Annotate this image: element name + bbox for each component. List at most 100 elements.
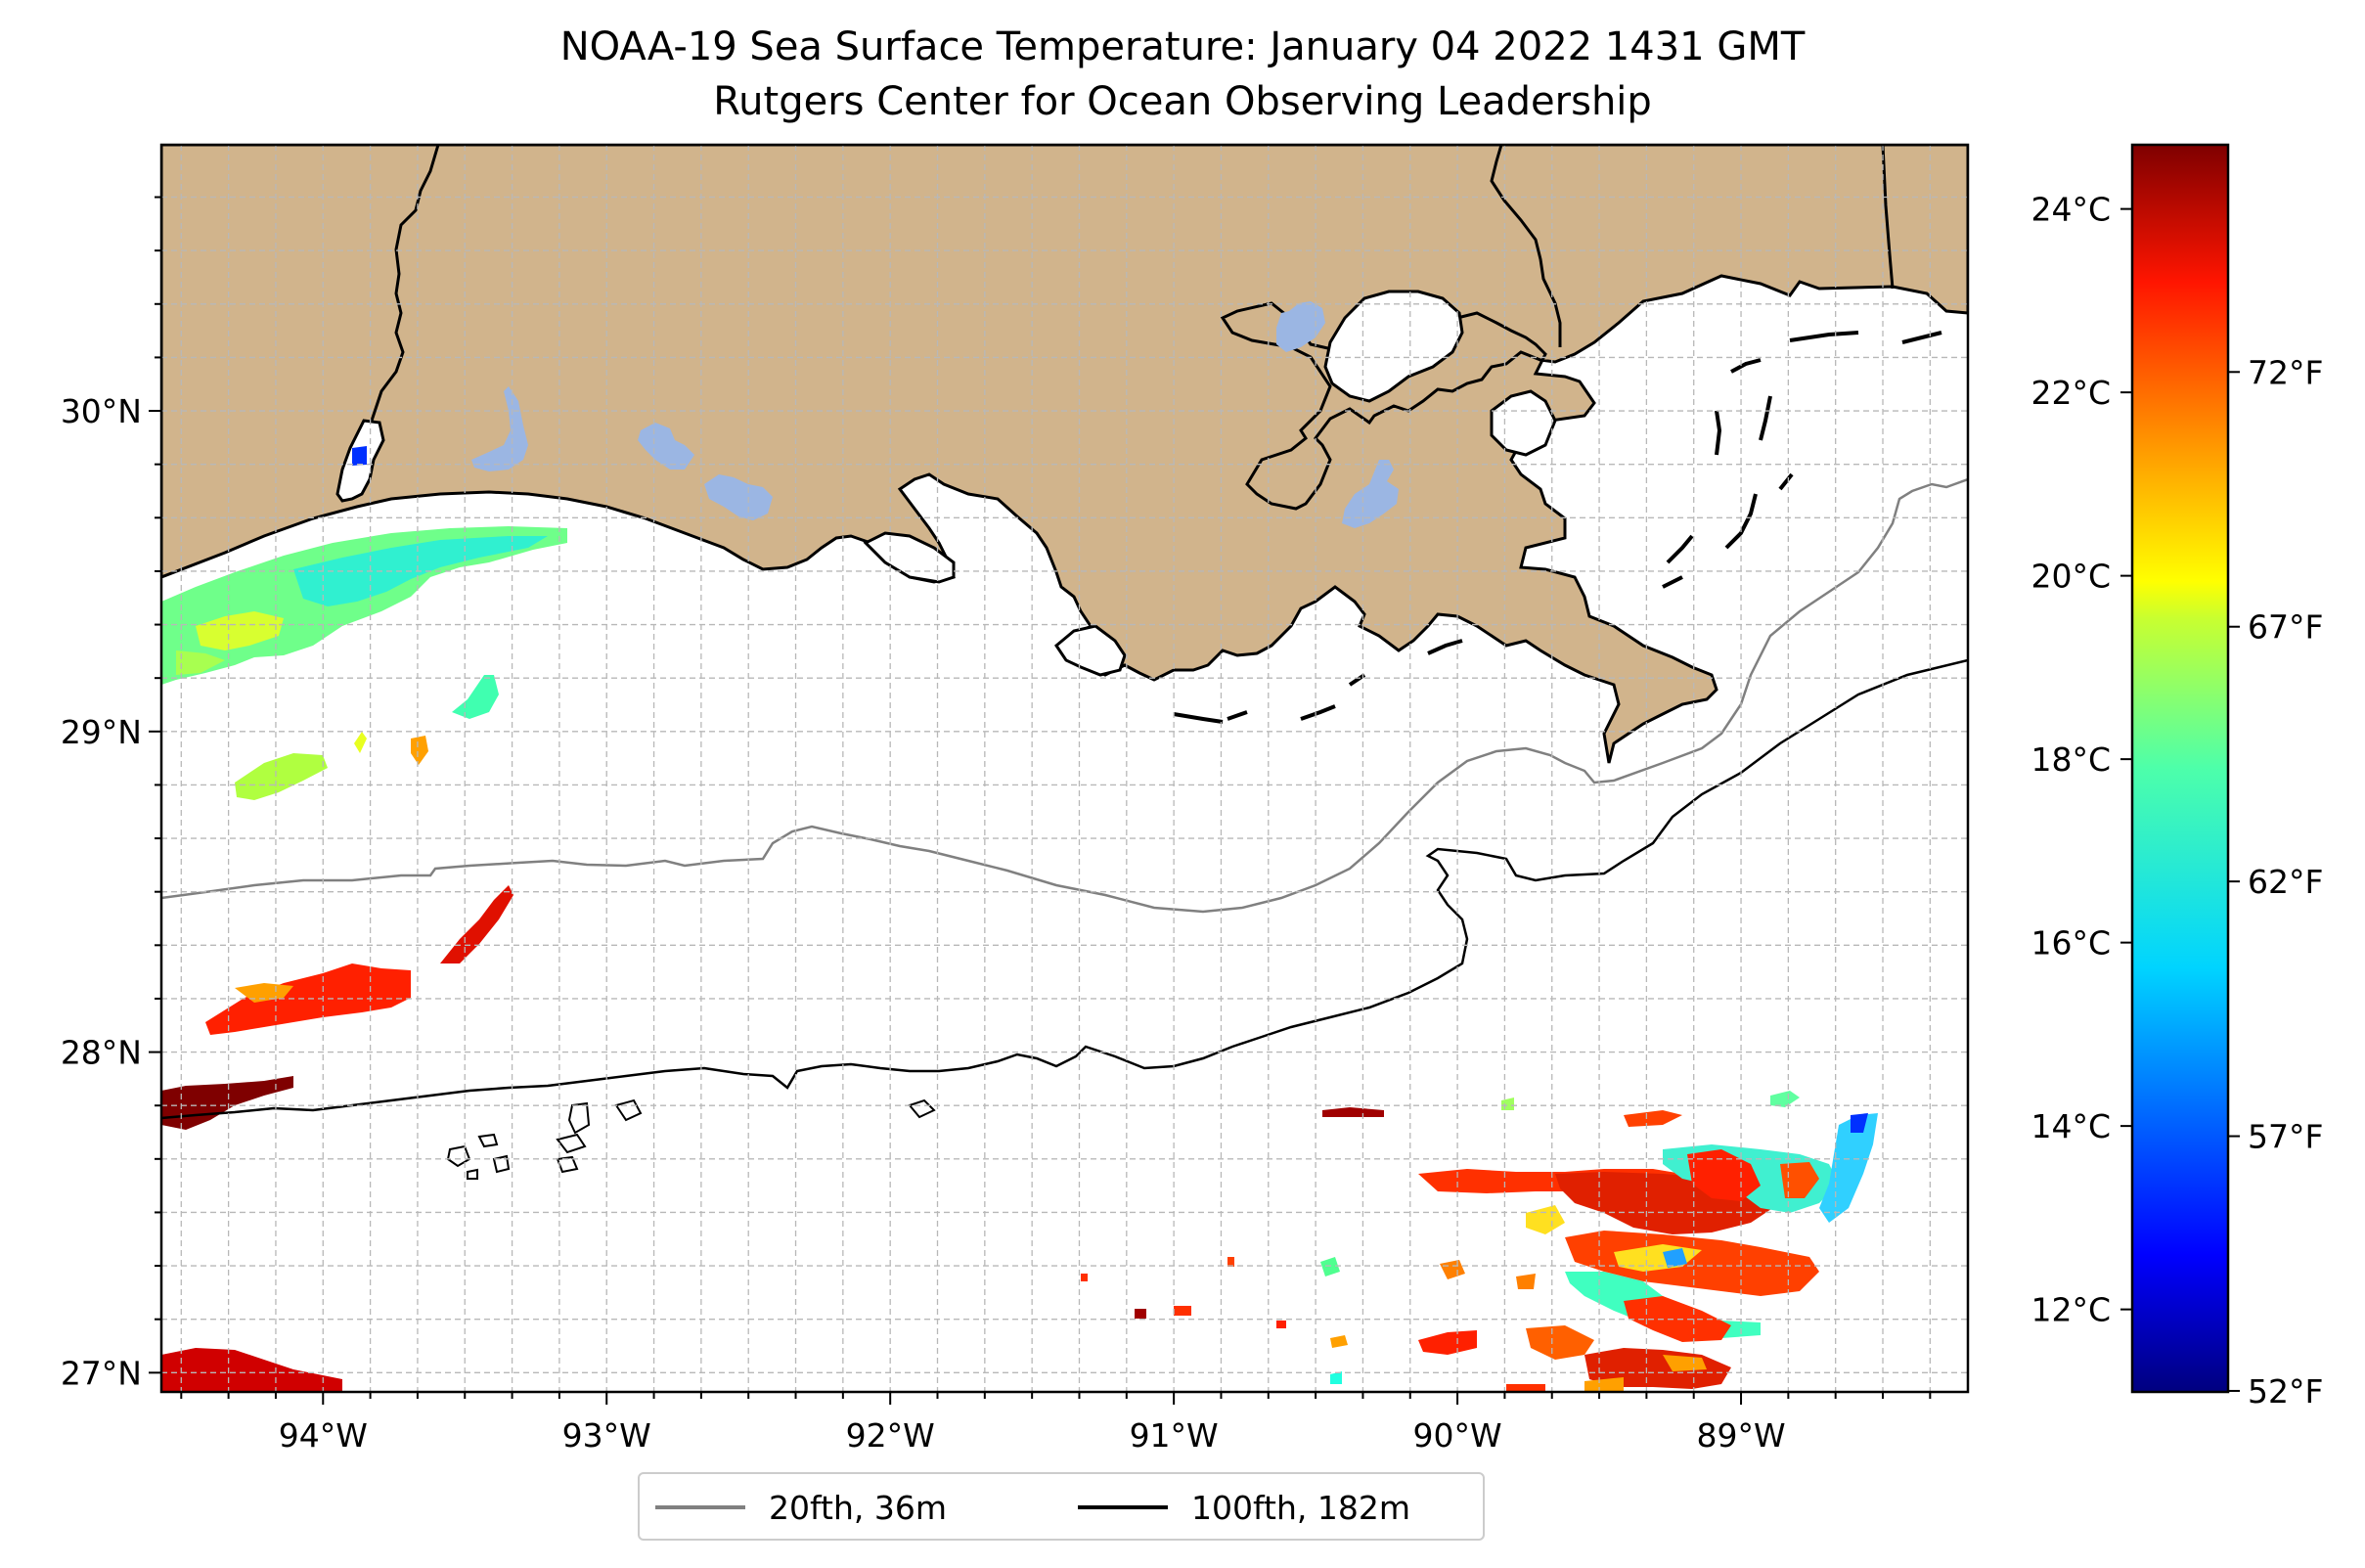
sst-patch <box>1330 1335 1348 1348</box>
legend: 20fth, 36m 100fth, 182m <box>638 1472 1485 1541</box>
contour <box>567 1101 591 1135</box>
louisiana-mississippi-border <box>1490 145 1562 347</box>
lake-borgne <box>1490 389 1557 457</box>
celsius-tick-label: 18°C <box>2030 740 2111 779</box>
sst-patch <box>1565 1231 1819 1296</box>
island <box>1778 472 1794 491</box>
sst-patch <box>1819 1113 1878 1223</box>
sst-patch <box>1322 1107 1384 1117</box>
estuaries <box>335 290 1557 677</box>
isobath-20fth <box>161 477 1968 914</box>
atchafalaya-bay <box>1054 624 1127 677</box>
chart-title: NOAA-19 Sea Surface Temperature: January… <box>559 24 1806 69</box>
lat-tick-label: 29°N <box>61 713 142 751</box>
fahrenheit-tick-label: 52°F <box>2248 1372 2323 1411</box>
lon-tick-label: 89°W <box>1696 1416 1785 1455</box>
sst-patch <box>235 753 328 800</box>
colorbar-celsius-axis: 24°C 22°C 20°C 18°C 16°C 14°C 12°C <box>2030 191 2132 1329</box>
sst-patch <box>1320 1257 1340 1277</box>
island <box>1715 410 1722 456</box>
sst-patch <box>1687 1149 1761 1201</box>
contour <box>614 1098 643 1122</box>
island <box>1901 331 1942 344</box>
sst-patch <box>1770 1091 1800 1107</box>
map-frame <box>159 143 1970 1394</box>
sst-patch <box>1227 1257 1234 1267</box>
fahrenheit-tick-label: 62°F <box>2248 863 2323 901</box>
island <box>1724 493 1758 550</box>
sst-patch <box>1624 1110 1682 1127</box>
isobath-100fth <box>161 658 1968 1120</box>
lon-tick-label: 92°W <box>846 1416 935 1455</box>
lon-tick-label: 94°W <box>279 1416 368 1455</box>
celsius-tick-label: 16°C <box>2030 924 2111 963</box>
sst-patch <box>196 611 284 650</box>
longitude-axis: 94°W 93°W 92°W 91°W 90°W 89°W <box>180 1392 1932 1455</box>
state-borders <box>370 145 1895 422</box>
lon-tick-label: 90°W <box>1413 1416 1502 1455</box>
lat-tick-label: 28°N <box>61 1034 142 1072</box>
sst-patch <box>1418 1330 1477 1355</box>
contour <box>908 1098 936 1119</box>
island <box>1427 639 1463 655</box>
sst-patch <box>1584 1377 1624 1392</box>
contour <box>556 1133 587 1154</box>
legend-line-gray <box>655 1505 745 1509</box>
legend-item-100fth: 100fth, 182m <box>1078 1486 1410 1529</box>
contour <box>477 1133 499 1148</box>
fahrenheit-tick-label: 67°F <box>2248 608 2323 647</box>
lake <box>638 423 694 470</box>
celsius-tick-label: 12°C <box>2030 1291 2111 1329</box>
island <box>1348 673 1366 687</box>
sst-patch <box>1526 1325 1594 1360</box>
mississippi-alabama-border <box>1881 145 1895 290</box>
lakes <box>471 301 1399 528</box>
sst-patch <box>1851 1113 1868 1133</box>
isobath-small-contours <box>446 1098 936 1180</box>
island <box>1730 358 1762 374</box>
colorbar-fahrenheit-axis: 72°F 67°F 62°F 57°F 52°F <box>2228 353 2323 1411</box>
sst-patches <box>161 446 1878 1392</box>
map-content <box>161 145 1968 1392</box>
island <box>1227 710 1248 721</box>
lon-tick-label: 93°W <box>562 1416 651 1455</box>
contour <box>467 1168 478 1180</box>
contour <box>446 1144 471 1168</box>
lat-tick-label: 30°N <box>61 392 142 430</box>
sst-patch <box>452 675 499 719</box>
latitude-axis: 30°N 29°N 28°N 27°N <box>61 196 161 1392</box>
vermilion-bay <box>863 531 956 584</box>
sst-patch <box>1081 1274 1088 1281</box>
lon-tick-label: 91°W <box>1130 1416 1219 1455</box>
texas-louisiana-border <box>370 145 440 422</box>
sst-patch <box>1135 1309 1146 1319</box>
sst-patch <box>352 446 367 466</box>
sst-patch <box>411 736 428 765</box>
sst-patch <box>235 983 293 1003</box>
island <box>1666 534 1694 564</box>
sst-patch <box>1276 1321 1286 1328</box>
sst-patch <box>354 732 367 753</box>
island <box>1789 331 1859 342</box>
celsius-tick-label: 24°C <box>2030 191 2111 229</box>
lake <box>1276 301 1325 352</box>
celsius-tick-label: 14°C <box>2030 1107 2111 1145</box>
contour <box>492 1154 511 1174</box>
land-area <box>161 145 1968 764</box>
contour <box>556 1155 579 1174</box>
legend-line-black <box>1078 1505 1168 1509</box>
sst-patch <box>1663 1355 1707 1371</box>
sst-patch <box>1516 1274 1536 1289</box>
chart-subtitle: Rutgers Center for Ocean Observing Leade… <box>713 79 1652 124</box>
legend-label: 100fth, 182m <box>1191 1488 1410 1527</box>
lake <box>471 386 528 471</box>
legend-item-20fth: 20fth, 36m <box>655 1486 947 1529</box>
celsius-tick-label: 20°C <box>2030 558 2111 596</box>
island <box>1759 395 1772 441</box>
lake <box>704 474 773 520</box>
lake <box>1342 460 1399 528</box>
lat-tick-label: 27°N <box>61 1354 142 1392</box>
colorbar <box>2130 143 2230 1394</box>
island <box>1300 704 1336 721</box>
